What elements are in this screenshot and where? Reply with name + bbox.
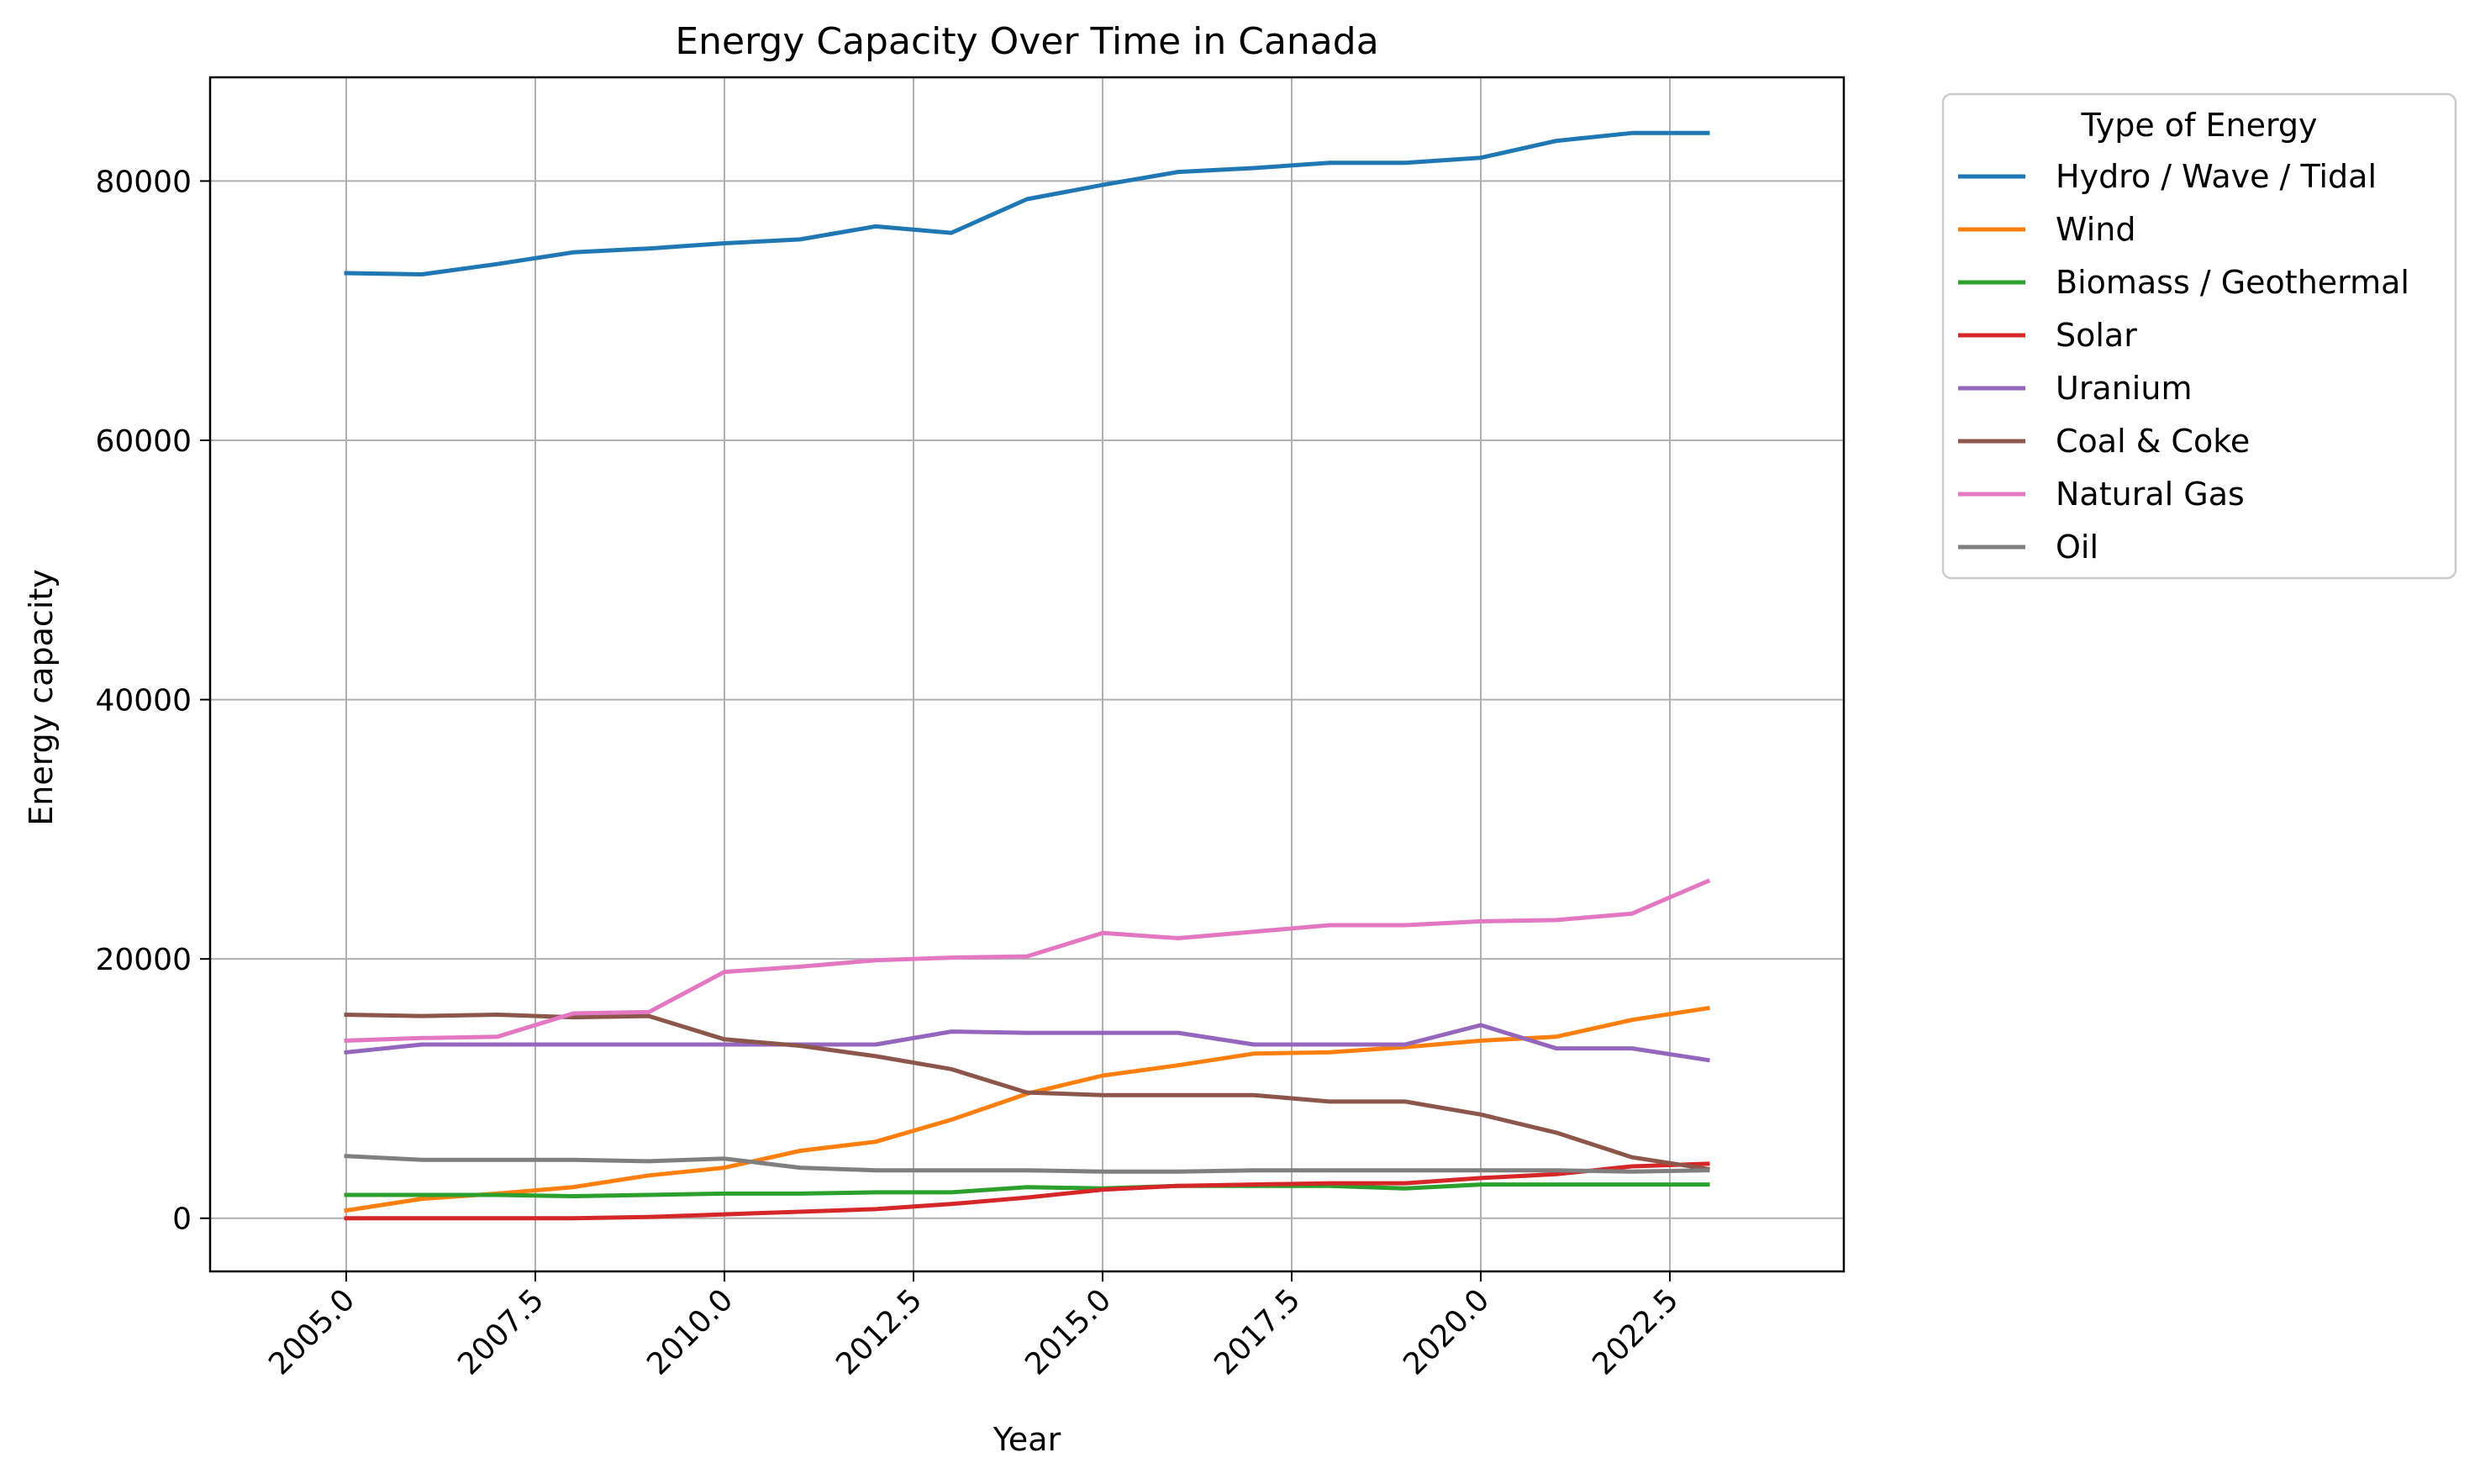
y-tick-label: 0 <box>172 1202 192 1237</box>
series-line <box>344 1012 1710 1171</box>
y-axis-label: Energy capacity <box>23 569 60 826</box>
series-line <box>344 130 1710 276</box>
legend-label: Wind <box>2056 211 2136 248</box>
legend-title: Type of Energy <box>2080 107 2317 144</box>
y-tick-label: 40000 <box>95 684 192 718</box>
y-tick-label: 20000 <box>95 943 192 977</box>
series-line <box>344 1023 1710 1063</box>
series-line <box>344 1161 1710 1221</box>
legend: Type of Energy Hydro / Wave / Tidal Wind B… <box>1941 92 2457 580</box>
legend-label: Uranium <box>2056 370 2192 407</box>
chart-title: Energy Capacity Over Time in Canada <box>675 20 1378 63</box>
series-line <box>344 1182 1710 1198</box>
legend-label: Biomass / Geothermal <box>2056 264 2409 301</box>
legend-label: Hydro / Wave / Tidal <box>2056 158 2377 195</box>
legend-label: Natural Gas <box>2056 476 2245 513</box>
legend-box <box>1941 92 2457 580</box>
series-line <box>344 1154 1710 1174</box>
legend-label: Coal & Coke <box>2056 423 2250 460</box>
legend-label: Solar <box>2056 317 2137 354</box>
y-axis-ticks: 0 20000 40000 60000 80000 <box>95 165 210 1237</box>
series-line <box>344 878 1711 1043</box>
x-axis-label: Year <box>993 1421 1061 1458</box>
y-tick-label: 60000 <box>95 424 192 459</box>
series-lines <box>344 130 1711 1221</box>
legend-items: Hydro / Wave / Tidal Wind Biomass / Geothe… <box>1958 158 2409 566</box>
legend-label: Oil <box>2056 529 2098 566</box>
plot-frame <box>208 76 1846 1273</box>
y-tick-label: 80000 <box>95 165 192 199</box>
